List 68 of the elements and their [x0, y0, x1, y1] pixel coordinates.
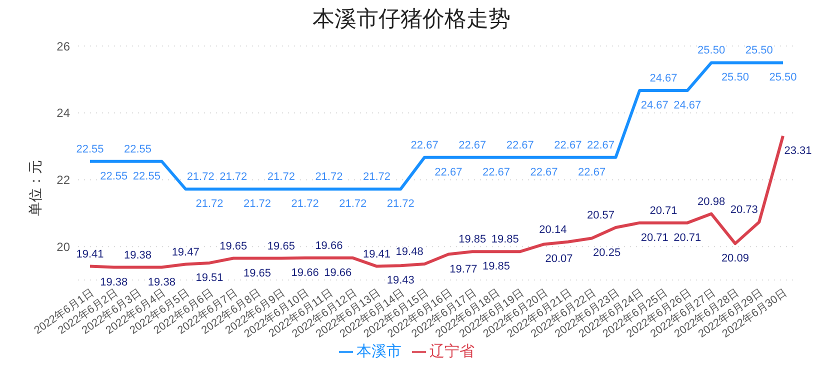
data-label: 22.67: [434, 166, 462, 178]
data-label: 19.66: [291, 266, 319, 279]
data-label: 21.72: [291, 198, 319, 210]
data-label: 19.85: [482, 260, 510, 273]
data-label: 20.09: [721, 252, 749, 265]
data-label: 19.38: [124, 249, 152, 262]
data-label: 19.77: [450, 263, 478, 276]
data-label: 25.50: [698, 44, 726, 57]
data-label: 19.66: [315, 240, 343, 252]
data-label: 22.55: [132, 170, 160, 182]
data-label: 25.50: [769, 72, 797, 84]
data-label: 20.73: [730, 204, 758, 216]
data-label: 19.85: [458, 234, 486, 246]
data-label: 19.51: [196, 272, 224, 284]
data-label: 22.67: [578, 166, 606, 178]
data-label: 20.71: [650, 204, 678, 217]
data-label: 20.57: [586, 210, 614, 222]
data-label: 24.67: [650, 72, 678, 84]
data-label: 19.47: [172, 246, 200, 258]
data-label: 20.25: [593, 247, 621, 260]
data-label: 19.38: [100, 276, 128, 288]
data-label: 22.55: [124, 143, 152, 156]
data-label: 21.72: [339, 198, 367, 210]
data-label: 21.72: [196, 198, 224, 210]
y-axis-title: 单位：元: [27, 160, 44, 216]
data-label: 21.72: [220, 171, 248, 184]
data-label: 19.65: [244, 267, 272, 280]
data-label: 19.66: [324, 266, 352, 279]
data-label: 19.43: [386, 274, 414, 287]
y-tick-label: 24: [56, 106, 70, 120]
data-label: 24.67: [674, 99, 702, 112]
data-label: 19.65: [267, 240, 295, 252]
data-label: 22.67: [410, 139, 438, 152]
data-label: 19.41: [362, 248, 391, 260]
data-label: 21.72: [244, 198, 272, 210]
legend-label: 辽宁省: [430, 343, 474, 360]
data-label: 22.55: [76, 143, 104, 156]
y-tick-label: 22: [56, 172, 70, 187]
data-label: 22.67: [586, 139, 614, 152]
data-label: 21.72: [386, 198, 414, 210]
y-tick-label: 26: [56, 39, 70, 54]
data-label: 20.07: [545, 253, 573, 266]
data-label: 22.67: [554, 139, 582, 152]
data-label: 22.67: [482, 166, 510, 178]
data-label: 21.72: [362, 171, 391, 184]
data-label: 19.48: [396, 246, 424, 258]
data-label: 24.67: [640, 99, 668, 112]
data-label: 20.14: [539, 224, 567, 236]
data-label: 20.71: [674, 232, 702, 244]
legend-label: 本溪市: [356, 343, 402, 360]
data-label: 20.98: [698, 196, 726, 208]
chart-title: 本溪市仔猪价格走势: [312, 5, 512, 33]
data-label: 21.72: [186, 171, 214, 184]
data-label: 19.38: [148, 276, 176, 288]
data-label: 22.67: [530, 166, 558, 178]
data-label: 21.72: [315, 171, 343, 184]
data-label: 25.50: [721, 72, 749, 84]
data-label: 22.67: [506, 139, 534, 152]
data-label: 22.67: [458, 139, 486, 152]
data-label: 23.31: [784, 144, 812, 157]
data-label: 20.71: [640, 232, 668, 244]
data-label: 22.55: [100, 170, 128, 182]
data-label: 21.72: [267, 171, 295, 184]
data-label: 19.65: [220, 240, 248, 252]
y-tick-label: 20: [56, 240, 70, 254]
data-label: 19.41: [76, 248, 104, 260]
data-label: 19.85: [491, 234, 519, 246]
data-label: 25.50: [745, 44, 773, 57]
